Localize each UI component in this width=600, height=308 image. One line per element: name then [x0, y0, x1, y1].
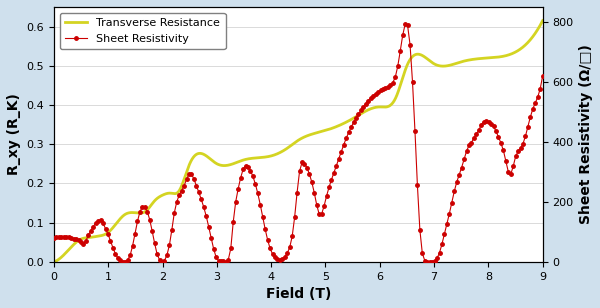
Sheet Resistivity: [401, 22, 409, 26]
Transverse Resistance: [135, 211, 142, 215]
Transverse Resistance: [50, 260, 58, 264]
Line: Sheet Resistivity: Sheet Resistivity: [52, 22, 544, 264]
Transverse Resistance: [539, 19, 546, 22]
Sheet Resistivity: [539, 74, 546, 78]
Sheet Resistivity: [520, 142, 527, 145]
Transverse Resistance: [477, 57, 484, 60]
Sheet Resistivity: [141, 205, 148, 209]
Sheet Resistivity: [50, 236, 58, 240]
Sheet Resistivity: [502, 159, 509, 163]
Sheet Resistivity: [426, 260, 433, 264]
Transverse Resistance: [106, 229, 113, 233]
Y-axis label: Sheet Resistivity (Ω/□): Sheet Resistivity (Ω/□): [579, 44, 593, 224]
Sheet Resistivity: [80, 242, 87, 246]
Sheet Resistivity: [181, 184, 188, 188]
Legend: Transverse Resistance, Sheet Resistivity: Transverse Resistance, Sheet Resistivity: [59, 13, 226, 49]
Transverse Resistance: [238, 159, 245, 163]
Sheet Resistivity: [70, 237, 77, 241]
Line: Transverse Resistance: Transverse Resistance: [54, 21, 542, 262]
Y-axis label: R_xy (R_K): R_xy (R_K): [7, 93, 21, 175]
Transverse Resistance: [529, 34, 536, 38]
Transverse Resistance: [259, 156, 266, 159]
X-axis label: Field (T): Field (T): [266, 287, 331, 301]
